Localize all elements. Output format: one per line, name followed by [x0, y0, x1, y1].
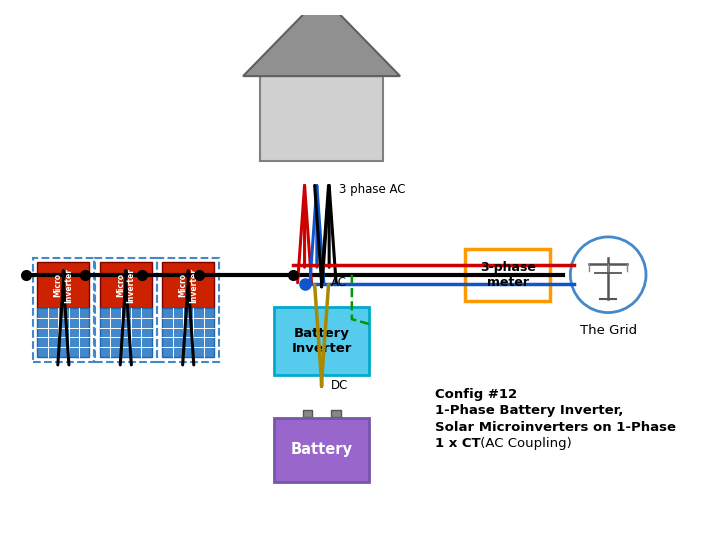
FancyBboxPatch shape: [274, 417, 369, 482]
Text: Solar Microinverters on 1-Phase: Solar Microinverters on 1-Phase: [435, 421, 676, 434]
FancyBboxPatch shape: [37, 262, 89, 308]
Text: Battery
Inverter: Battery Inverter: [292, 327, 352, 355]
Text: AC: AC: [331, 276, 347, 289]
Text: Micro
Inverter: Micro Inverter: [179, 268, 198, 302]
FancyBboxPatch shape: [274, 307, 369, 375]
Circle shape: [570, 237, 646, 313]
Text: Micro
Inverter: Micro Inverter: [54, 268, 73, 302]
FancyBboxPatch shape: [465, 249, 551, 301]
Text: Micro
Inverter: Micro Inverter: [116, 268, 135, 302]
Polygon shape: [243, 0, 400, 76]
FancyBboxPatch shape: [162, 308, 215, 357]
FancyBboxPatch shape: [100, 262, 152, 308]
Text: 3-phase
meter: 3-phase meter: [480, 261, 536, 289]
FancyBboxPatch shape: [302, 410, 312, 416]
Text: 3 phase AC: 3 phase AC: [338, 183, 405, 196]
Text: 1 x CT: 1 x CT: [435, 436, 481, 450]
FancyBboxPatch shape: [37, 308, 89, 357]
Text: (AC Coupling): (AC Coupling): [476, 436, 572, 450]
Text: DC: DC: [331, 379, 348, 392]
FancyBboxPatch shape: [331, 410, 341, 416]
Text: The Grid: The Grid: [580, 324, 636, 337]
FancyBboxPatch shape: [100, 308, 152, 357]
Text: Config #12: Config #12: [435, 388, 517, 401]
Text: Battery: Battery: [291, 442, 353, 457]
Text: 1-Phase Battery Inverter,: 1-Phase Battery Inverter,: [435, 404, 624, 417]
FancyBboxPatch shape: [162, 262, 215, 308]
FancyBboxPatch shape: [260, 76, 383, 161]
